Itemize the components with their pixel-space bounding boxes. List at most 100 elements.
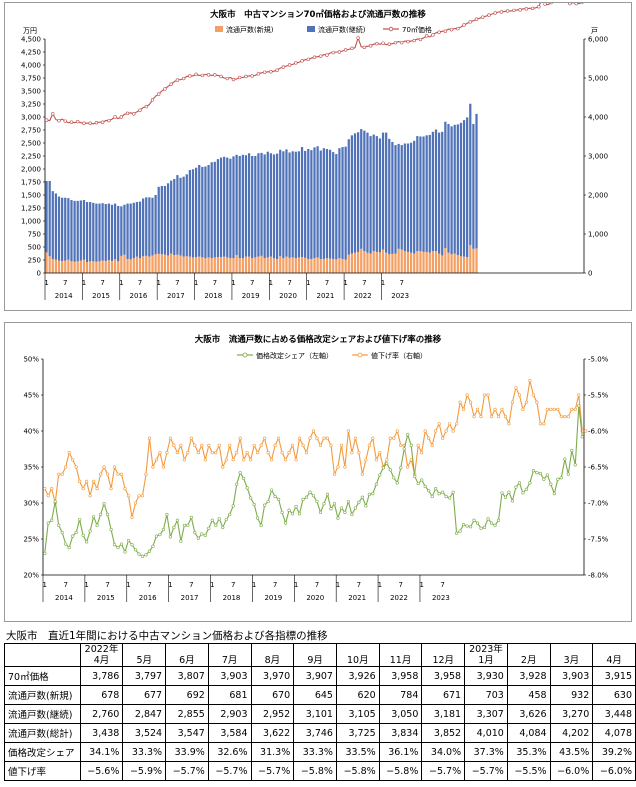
price-cut-rate-point [371,436,375,440]
bar-cont-units [456,124,459,256]
x-tick-label: 7 [105,581,109,589]
price-cut-rate-point [311,429,316,433]
bar-cont-units [142,198,145,257]
column-year [383,644,419,655]
revision-share-point [556,477,560,481]
x-tick-label: 7 [250,279,254,287]
revision-share-point [283,521,288,525]
row-label: 流通戸数(新規) [4,685,81,705]
bar-cont-units [416,136,419,252]
bar-cont-units [154,195,157,255]
left-tick-label: 4,000 [21,62,41,70]
bar-cont-units [388,138,391,255]
revision-share-point [318,510,323,514]
revision-share-point [102,502,106,506]
revision-share-point [444,494,448,499]
bar-cont-units [275,153,279,259]
revision-share-point [186,523,190,527]
table-cell: 3,807 [165,666,209,686]
bar-new-units [257,256,260,273]
bar-new-units [151,255,154,273]
price-cut-rate-point [455,422,459,426]
bar-new-units [235,255,238,273]
price-point [244,74,248,79]
bar-new-units [191,257,195,273]
revision-share-point [479,526,483,530]
bar-cont-units [475,113,478,249]
revision-share-point [242,476,246,481]
revision-share-point [238,471,242,475]
price-cut-rate-point [458,400,462,404]
bar-cont-units [166,183,170,256]
revision-share-point [172,525,176,530]
price-point [175,78,180,82]
price-cut-rate-point [294,458,298,462]
price-cut-rate-point [434,429,438,433]
right-tick-label: 1,000 [588,231,608,239]
bar-new-units [188,256,191,273]
table-column-header: 12月 [421,643,466,667]
table-cell: 3,834 [378,723,423,743]
column-year: 2022年 [84,644,119,655]
left-tick-label: 1,500 [21,192,41,200]
price-cut-rate-point [200,443,204,447]
price-cut-rate-point [92,479,96,483]
table-cell: −5.7% [421,761,466,781]
price-point [69,120,74,124]
revision-share-point [346,499,351,504]
revision-share-point [280,510,284,514]
bar-cont-units [219,157,223,258]
bar-new-units [73,261,76,273]
bar-cont-units [294,151,297,259]
price-point [437,30,441,34]
table-row: 流通戸数(新規) 678 677 692 681 670 645 620 784 671 703 45… [4,685,636,705]
revision-share-point [217,517,221,521]
revision-share-point [566,472,570,476]
price-cut-rate-point [116,472,120,476]
bar-new-units [325,258,329,273]
left-tick-label: 3,250 [21,101,41,109]
price-cut-rate-point [563,414,567,419]
price-cut-rate-point [430,443,434,447]
x-tick-label: 7 [189,581,193,589]
revision-share-point [53,499,57,504]
bar-cont-units [291,151,294,258]
table-column-header: 8月 [250,643,295,667]
bar-new-units [241,258,244,273]
price-cut-rate-point [140,494,145,498]
revision-share-point [126,538,131,543]
price-point [213,73,217,77]
price-cut-rate-point [573,407,577,411]
price-point [481,15,485,19]
table-cell: 3,547 [165,723,209,743]
table-row: 価格改定シェア 34.1% 33.3% 33.9% 32.6% 31.3% 33.3% 33.… [4,742,636,762]
x-tick-label: 7 [273,581,277,589]
price-cut-rate-point [420,451,424,455]
price-cut-rate-point [360,472,364,476]
bar-new-units [356,251,360,273]
bar-cont-units [466,117,469,258]
table-column-header: 7月 [207,643,252,667]
price-cut-rate-point [98,472,103,476]
table-cell: 2,952 [250,704,295,724]
x-tick-label: 1 [294,581,298,589]
table-cell: 681 [207,685,252,705]
left-axis-unit: 万円 [23,27,37,35]
bar-cont-units [254,156,257,258]
column-year [212,644,248,655]
revision-share-point [315,499,319,504]
price-cut-rate-point [189,436,193,440]
bar-new-units [170,253,173,273]
price-cut-rate-point [175,451,179,455]
price-cut-rate-point [276,436,281,440]
bar-new-units [251,258,254,273]
table-cell: 33.3% [122,742,167,762]
price-cut-rate-point [130,515,134,519]
price-point [88,121,92,125]
bar-new-units [272,258,276,273]
bar-cont-units [101,203,104,261]
price-point [206,73,211,77]
bar-new-units [466,257,469,273]
table-cell: 3,928 [506,666,551,686]
revision-share-point [371,492,375,496]
